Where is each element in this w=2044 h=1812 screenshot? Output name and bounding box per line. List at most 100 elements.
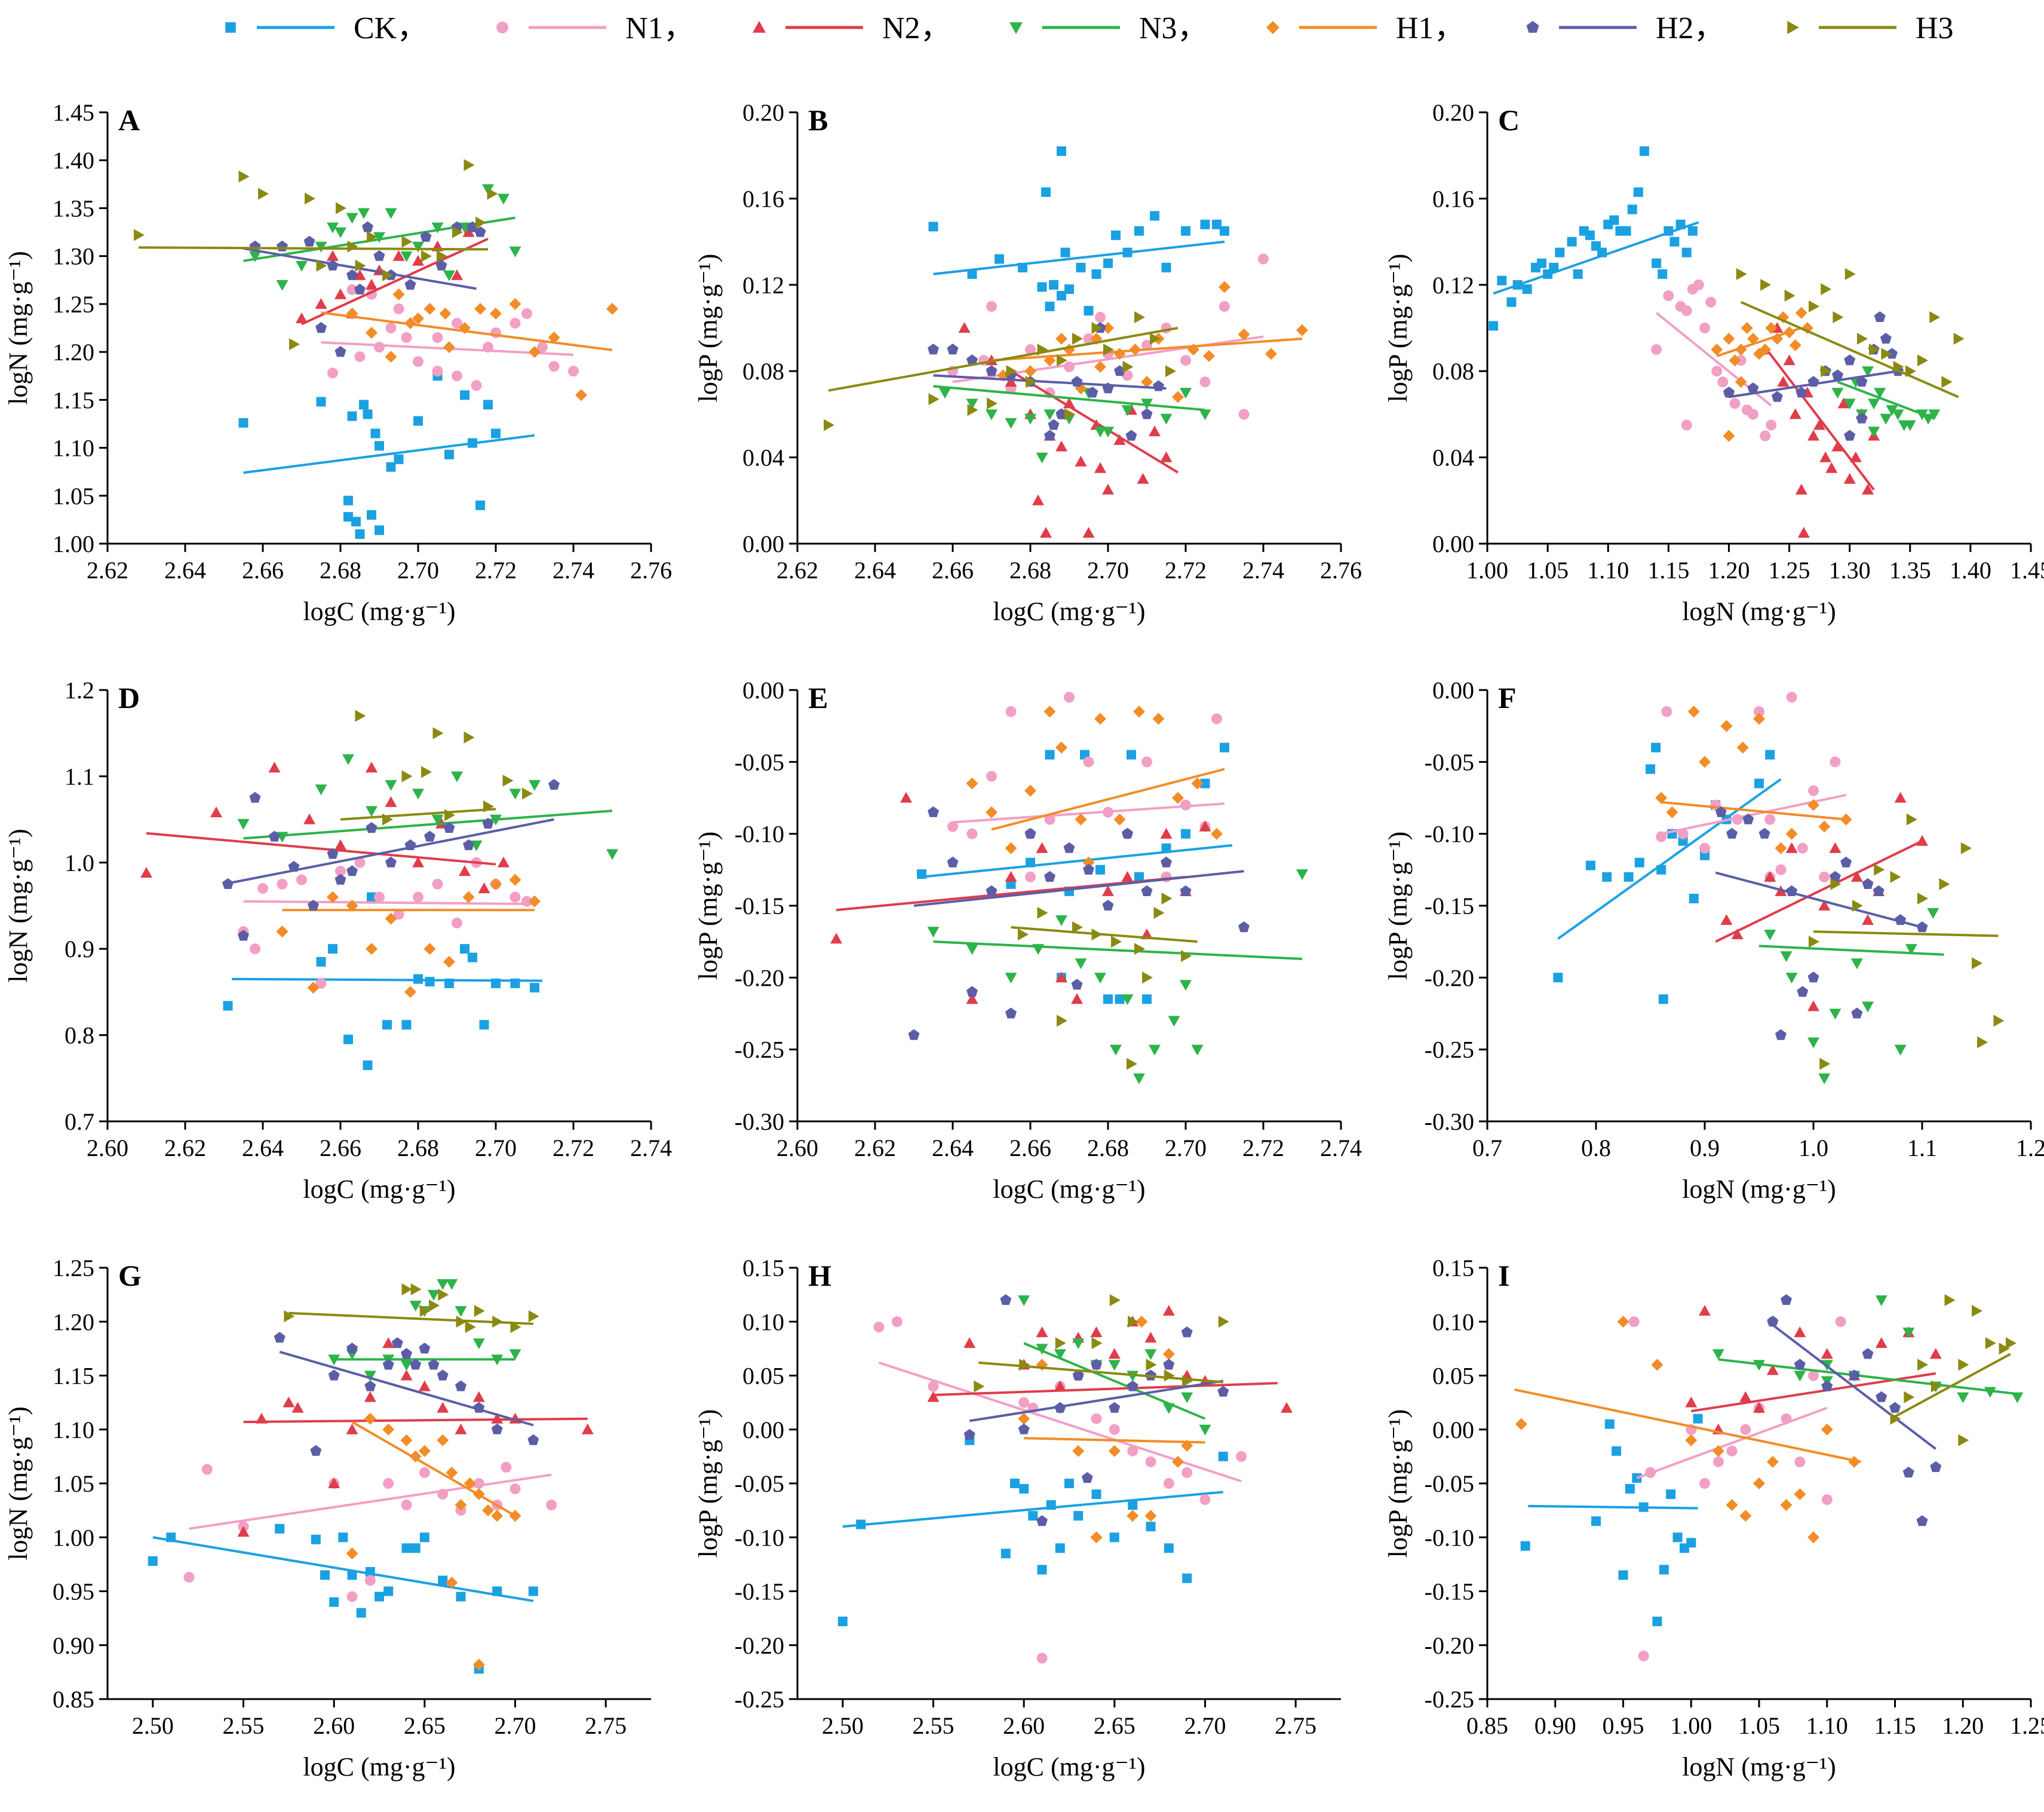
data-point [1127, 1445, 1138, 1457]
data-point [1666, 1489, 1676, 1500]
data-point [1786, 692, 1797, 703]
data-point [1018, 1423, 1030, 1434]
series-h1 [1018, 1316, 1205, 1544]
data-point [1091, 1337, 1103, 1350]
data-point [375, 441, 384, 451]
panel-label-e: E [808, 681, 828, 715]
data-point [424, 830, 435, 842]
x-tick-label: 1.00 [1670, 1712, 1712, 1739]
x-tick-label: 0.7 [1472, 1135, 1502, 1161]
regression-line-n3 [1718, 1358, 2018, 1396]
legend-marker-n1 [496, 22, 508, 33]
data-point [529, 895, 541, 907]
data-point [483, 400, 493, 410]
data-point [1045, 301, 1055, 311]
data-point [249, 792, 261, 803]
data-point [966, 828, 978, 839]
data-point [1180, 885, 1192, 896]
data-point [1742, 813, 1754, 824]
data-point [1103, 258, 1113, 268]
data-point [1045, 750, 1055, 760]
data-point [1037, 907, 1048, 919]
data-point [498, 856, 510, 867]
data-point [1753, 1477, 1765, 1489]
data-point [1652, 1617, 1662, 1626]
legend-label-ck: CK， [354, 11, 428, 45]
data-point [472, 1338, 485, 1350]
data-point [1869, 344, 1880, 356]
data-point [1018, 1397, 1030, 1408]
panel-label-c: C [1498, 103, 1520, 137]
data-point [237, 1526, 250, 1537]
data-point [1161, 893, 1173, 905]
data-point [1064, 408, 1075, 421]
y-tick-label: -0.05 [735, 749, 784, 775]
data-point [1711, 366, 1723, 377]
data-point [928, 1381, 939, 1392]
data-point [355, 710, 366, 722]
data-point [1109, 1402, 1121, 1413]
y-tick-label: 0.12 [742, 272, 784, 299]
regression-line-h2 [1772, 1324, 1936, 1450]
data-point [1830, 756, 1841, 768]
data-point [351, 517, 361, 527]
data-point [1856, 412, 1868, 424]
y-axis-title: logP (mg·g⁻¹) [1383, 1409, 1413, 1558]
data-point [509, 1349, 521, 1360]
data-point [355, 529, 365, 539]
data-point [1522, 284, 1532, 294]
data-point [446, 1279, 458, 1290]
y-tick-label: 1.20 [53, 339, 94, 366]
data-point [316, 259, 327, 272]
x-tick-label: 2.74 [1320, 1135, 1362, 1161]
data-point [385, 796, 397, 807]
data-point [451, 771, 463, 783]
data-point [1904, 420, 1916, 431]
y-tick-label: 1.05 [53, 1470, 94, 1497]
data-point [468, 952, 477, 962]
data-point [1972, 1305, 1982, 1317]
data-point [1094, 973, 1106, 984]
data-point [250, 943, 260, 955]
data-point [986, 806, 998, 818]
charts: 2.62 2.64 2.66 2.68 2.70 2.72 2.74 2.76 1.00 1.05… [4, 99, 2044, 1782]
y-tick-label: -0.10 [735, 1524, 784, 1551]
data-point [1019, 1484, 1029, 1494]
data-point [391, 1337, 403, 1348]
x-tick-label: 2.55 [913, 1712, 955, 1739]
data-point [401, 1348, 412, 1359]
y-tick-label: 0.12 [1432, 272, 1474, 299]
data-point [1689, 894, 1699, 903]
y-tick-label: 0.00 [1432, 677, 1474, 704]
data-point [1939, 878, 1950, 890]
y-axis-title: logP (mg·g⁻¹) [1383, 254, 1413, 403]
data-point [1658, 994, 1668, 1004]
data-point [1142, 971, 1153, 984]
legend-marker-h3 [1787, 21, 1799, 34]
data-point [1617, 1316, 1629, 1328]
series-h2 [243, 221, 486, 357]
data-point [1567, 237, 1577, 247]
data-point [1026, 376, 1036, 388]
data-point [1141, 756, 1152, 768]
data-point [1831, 388, 1844, 399]
y-tick-label: 1.1 [65, 763, 94, 790]
data-point [249, 251, 261, 262]
data-point [374, 342, 385, 353]
data-point [510, 891, 521, 903]
data-point [1740, 1424, 1751, 1435]
data-point [1161, 843, 1171, 853]
data-point [1181, 1392, 1193, 1403]
data-point [1890, 870, 1901, 883]
data-point [1109, 1532, 1119, 1543]
y-tick-label: 0.7 [65, 1108, 94, 1135]
data-point [1083, 333, 1094, 344]
data-point [521, 308, 532, 319]
data-point [1781, 1294, 1792, 1305]
data-point [1785, 827, 1798, 840]
data-point [1024, 365, 1036, 378]
data-point [528, 1586, 538, 1596]
data-point [1072, 1445, 1085, 1457]
data-point [1121, 870, 1134, 882]
data-point [995, 254, 1004, 264]
